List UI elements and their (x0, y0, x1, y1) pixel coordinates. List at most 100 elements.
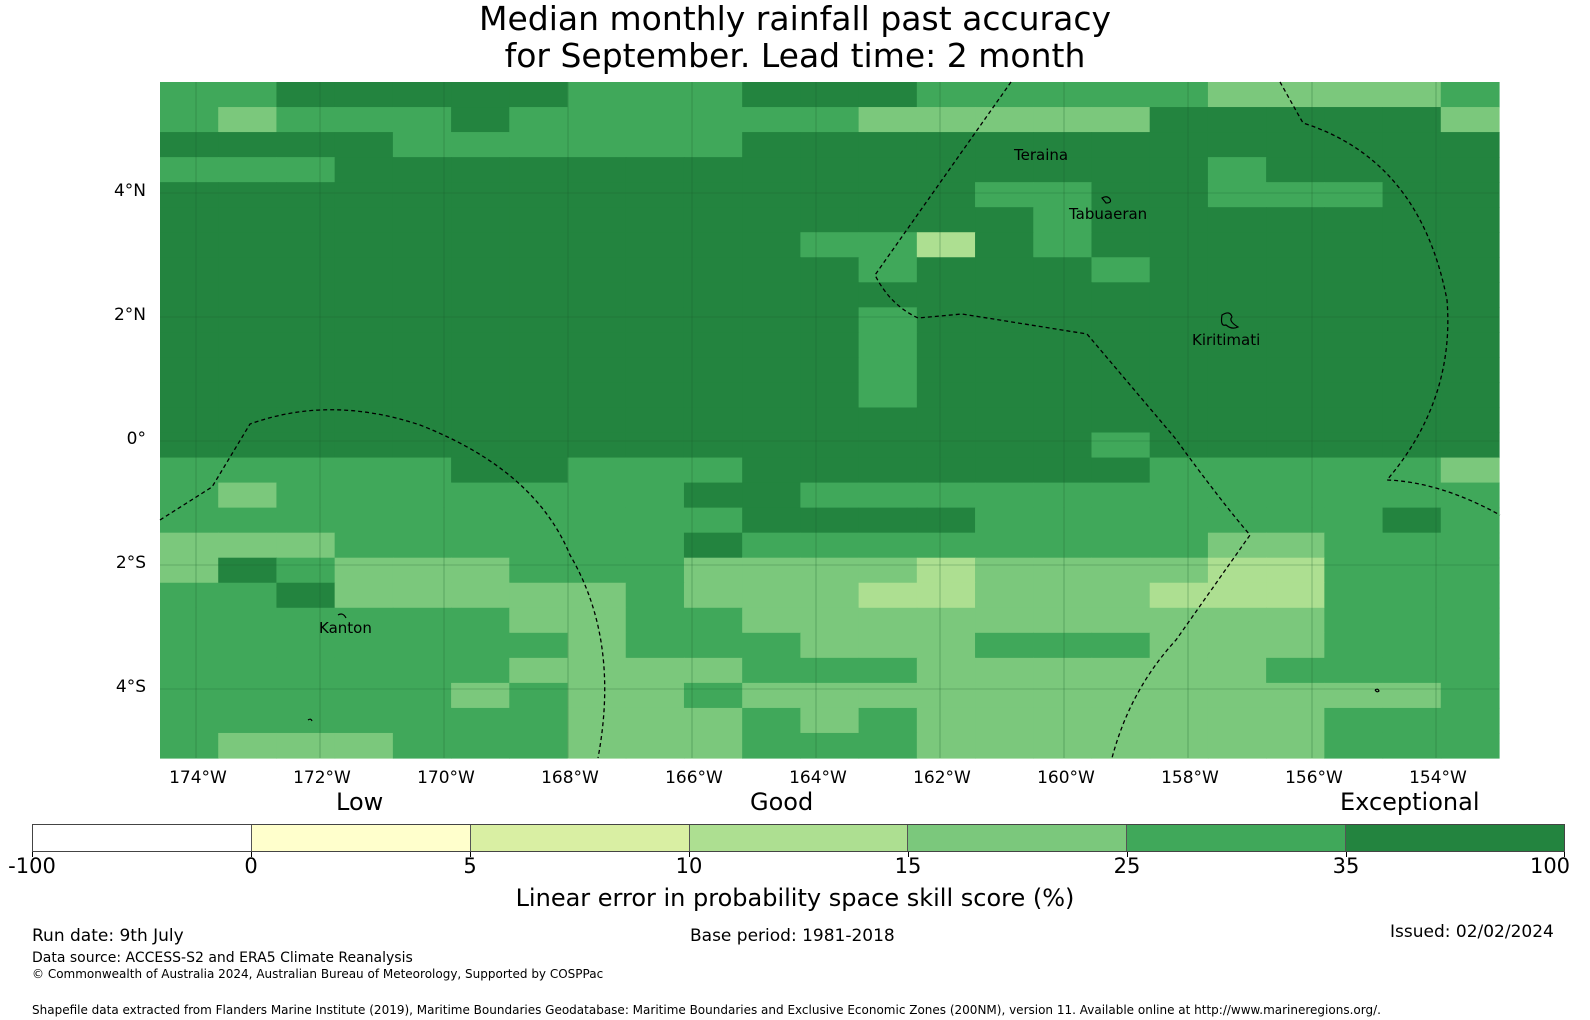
grid-cell (916, 457, 976, 484)
category-low: Low (336, 788, 384, 816)
grid-cell (858, 157, 918, 183)
grid-cell (567, 307, 627, 333)
grid-cell (1149, 707, 1209, 734)
grid-cell (1207, 132, 1267, 158)
grid-cell (625, 107, 685, 133)
grid-cell (567, 382, 627, 409)
grid-cell (858, 132, 918, 158)
grid-cell (1207, 382, 1267, 409)
grid-cell (1149, 482, 1209, 509)
grid-cell (1440, 482, 1500, 509)
grid-cell (800, 107, 860, 133)
grid-cell (1207, 432, 1267, 459)
grid-cell (509, 307, 569, 333)
grid-cell (625, 707, 685, 734)
grid-cell (334, 207, 394, 233)
grid-cell (1324, 657, 1384, 684)
grid-cell (1324, 357, 1384, 384)
grid-cell (742, 257, 801, 283)
grid-cell (1440, 307, 1500, 333)
eez-boundary-line (874, 81, 1251, 759)
grid-cell (276, 232, 336, 258)
grid-cell (160, 557, 219, 584)
islands (307, 196, 1380, 722)
grid-cell (800, 382, 860, 409)
grid-cell (975, 732, 1034, 759)
grid-cell (451, 432, 510, 459)
grid-cell (1149, 307, 1209, 333)
grid-cell (683, 407, 743, 434)
grid-cell (1440, 332, 1500, 359)
grid-cell (1207, 657, 1267, 684)
grid-cell (1033, 732, 1093, 759)
grid-cell (567, 707, 627, 734)
grid-cell (1440, 282, 1500, 308)
grid-cell (625, 157, 685, 183)
grid-cell (567, 332, 627, 359)
grid-cell (1324, 82, 1384, 108)
grid-cell (1382, 582, 1442, 609)
grid-cell (509, 557, 569, 584)
grid-cell (334, 82, 394, 108)
grid-cell (1149, 582, 1209, 609)
grid-cell (334, 382, 394, 409)
grid-cell (276, 107, 336, 133)
grid-cell (625, 657, 685, 684)
grid-cell (160, 607, 219, 634)
grid-cell (218, 332, 278, 359)
grid-cell (1440, 382, 1500, 409)
grid-cell (858, 107, 918, 133)
grid-cell (276, 732, 336, 759)
grid-cell (1149, 682, 1209, 709)
grid-cell (625, 332, 685, 359)
grid-cell (1207, 582, 1267, 609)
grid-cell (334, 632, 394, 659)
grid-cell (1324, 407, 1384, 434)
grid-cell (975, 157, 1034, 183)
grid-cell (625, 257, 685, 283)
grid-cell (1091, 182, 1151, 208)
shapefile-credit: Shapefile data extracted from Flanders M… (32, 1003, 1381, 1017)
grid-cell (858, 582, 918, 609)
grid-cell (276, 157, 336, 183)
grid-cell (276, 532, 336, 559)
place-labels: Teraina Tabuaeran Kiritimati Kanton (319, 146, 1260, 637)
grid-cell (1324, 682, 1384, 709)
grid-cell (567, 207, 627, 233)
grid-cell (625, 282, 685, 308)
grid-cell (1440, 657, 1500, 684)
grid-cell (800, 682, 860, 709)
grid-cell (975, 132, 1034, 158)
grid-cell (509, 632, 569, 659)
grid-cell (1091, 507, 1151, 534)
grid-cell (683, 457, 743, 484)
grid-cell (567, 532, 627, 559)
grid-cell (392, 407, 452, 434)
grid-cell (683, 107, 743, 133)
grid-cell (1266, 207, 1325, 233)
grid-cell (742, 282, 801, 308)
grid-cell (916, 132, 976, 158)
lon-label: 158°W (1161, 768, 1219, 788)
grid-cell (858, 307, 918, 333)
grid-cell (858, 82, 918, 108)
grid-cell (160, 432, 219, 459)
grid-cell (160, 657, 219, 684)
grid-cell (1091, 532, 1151, 559)
grid-cell (509, 82, 569, 108)
grid-cell (1033, 82, 1093, 108)
grid-cell (1324, 182, 1384, 208)
grid-cell (392, 632, 452, 659)
grid-cell (916, 382, 976, 409)
grid-cell (218, 132, 278, 158)
grid-cell (392, 107, 452, 133)
grid-cell (916, 307, 976, 333)
base-period: Base period: 1981-2018 (690, 926, 895, 946)
grid-cell (1266, 182, 1325, 208)
grid-cell (1033, 582, 1093, 609)
grid-cell (334, 157, 394, 183)
grid-cell (742, 232, 801, 258)
colorbar-tick: 5 (463, 854, 477, 878)
place-label: Tabuaeran (1068, 205, 1147, 223)
grid-cell (334, 307, 394, 333)
